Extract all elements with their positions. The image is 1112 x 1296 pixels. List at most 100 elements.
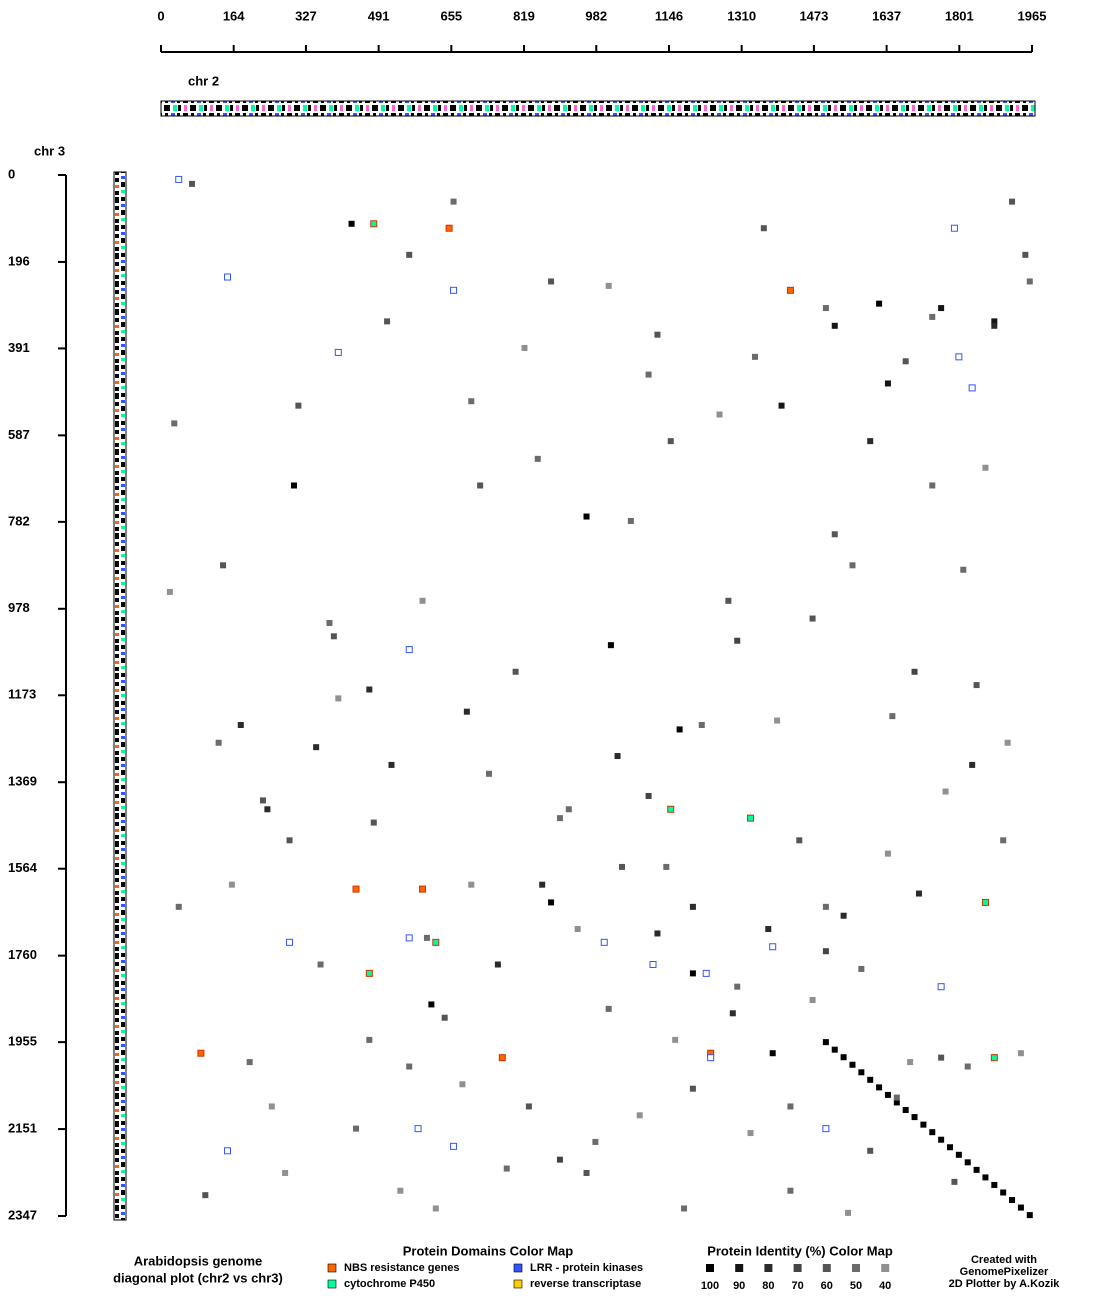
point [548, 899, 555, 906]
point [423, 934, 430, 941]
point [915, 890, 922, 897]
point [366, 686, 373, 693]
point [645, 371, 652, 378]
point [676, 726, 683, 733]
point [786, 286, 794, 294]
point [370, 220, 378, 228]
point [778, 402, 785, 409]
point [614, 753, 621, 760]
point [432, 938, 440, 946]
point [220, 562, 227, 569]
legend-swatch [513, 1263, 523, 1273]
point [246, 1059, 253, 1066]
point [845, 1209, 852, 1216]
point [893, 1094, 900, 1101]
point [1017, 1204, 1024, 1211]
point [574, 926, 581, 933]
point [858, 965, 865, 972]
legend-swatch [735, 1264, 744, 1272]
point [964, 1159, 971, 1166]
legend-label: 90 [733, 1280, 745, 1292]
point [672, 1036, 679, 1043]
point [747, 814, 755, 822]
point [384, 318, 391, 325]
point [459, 1081, 466, 1088]
point [1004, 739, 1011, 746]
legend-label: cytochrome P450 [344, 1278, 435, 1290]
x-tick-label: 819 [513, 8, 535, 23]
point [774, 717, 781, 724]
point [960, 566, 967, 573]
point [334, 348, 342, 356]
point [969, 761, 976, 768]
caption: diagonal plot (chr2 vs chr3) [113, 1270, 283, 1285]
point [942, 788, 949, 795]
legend-label: 50 [850, 1280, 862, 1292]
point [769, 943, 777, 951]
point [534, 455, 541, 462]
point [884, 380, 891, 387]
point [503, 1165, 510, 1172]
point [432, 1205, 439, 1212]
point [405, 646, 413, 654]
point [729, 1010, 736, 1017]
point [264, 806, 271, 813]
point [849, 562, 856, 569]
legend-swatch [327, 1279, 337, 1289]
point [889, 713, 896, 720]
legend-swatch [881, 1264, 890, 1272]
point [867, 438, 874, 445]
point [330, 633, 337, 640]
point [556, 1156, 563, 1163]
y-tick-label: 1564 [8, 860, 38, 875]
point [397, 1187, 404, 1194]
point [955, 353, 963, 361]
chromosome-strip [113, 171, 127, 1221]
y-axis-label: chr 3 [34, 143, 65, 158]
point [468, 881, 475, 888]
y-tick-label: 2347 [8, 1207, 37, 1222]
point [282, 1169, 289, 1176]
point [1026, 278, 1033, 285]
y-tick-label: 2151 [8, 1121, 37, 1136]
caption: Arabidopsis genome [134, 1253, 263, 1268]
point [787, 1187, 794, 1194]
point [667, 805, 675, 813]
point [725, 597, 732, 604]
point [964, 1063, 971, 1070]
point [197, 1049, 205, 1057]
point [486, 770, 493, 777]
point [605, 282, 612, 289]
point [405, 934, 413, 942]
point [938, 1136, 945, 1143]
point [667, 438, 674, 445]
legend-swatch [852, 1264, 860, 1272]
point [990, 1054, 998, 1062]
legend-label: reverse transcriptase [530, 1278, 641, 1290]
point [747, 1130, 754, 1137]
point [929, 1129, 936, 1136]
x-tick-label: 1473 [799, 8, 828, 23]
point [607, 642, 614, 649]
point [991, 1181, 998, 1188]
point [707, 1054, 715, 1062]
point [1009, 1197, 1016, 1204]
legend-label: 80 [762, 1280, 774, 1292]
point [716, 411, 723, 418]
point [769, 1050, 776, 1057]
point [663, 863, 670, 870]
point [796, 837, 803, 844]
y-tick-label: 782 [8, 513, 30, 528]
legend-label: NBS resistance genes [344, 1262, 460, 1274]
point [175, 175, 183, 183]
point [237, 721, 244, 728]
x-tick-label: 982 [585, 8, 607, 23]
point [876, 1084, 883, 1091]
point [1009, 198, 1016, 205]
y-tick-label: 196 [8, 253, 30, 268]
point [556, 815, 563, 822]
point [809, 996, 816, 1003]
point [352, 885, 360, 893]
point [370, 819, 377, 826]
